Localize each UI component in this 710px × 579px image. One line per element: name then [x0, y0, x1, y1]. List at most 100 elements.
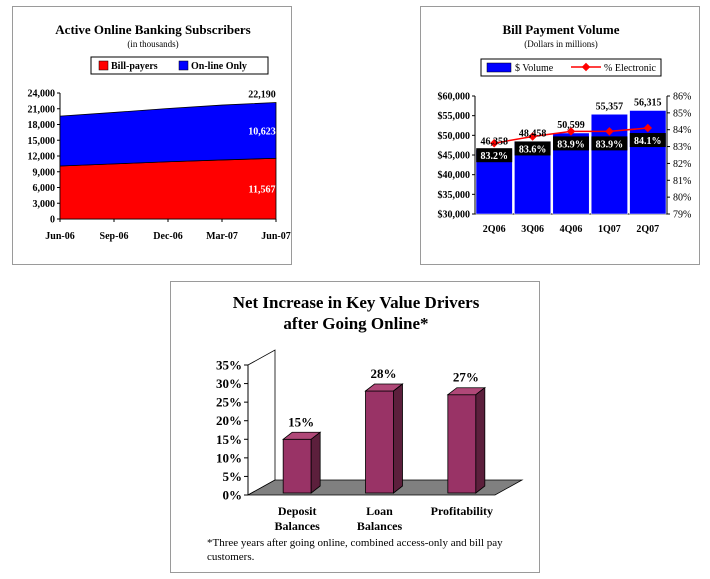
- electronic-value-label: 83.9%: [596, 139, 624, 150]
- driver-bar-side: [475, 386, 486, 494]
- legend-swatch-bill-payers: [98, 60, 109, 71]
- chart3-footnote-line1: *Three years after going online, combine…: [207, 537, 503, 549]
- chart1-x-tick-label: Jun-06: [45, 231, 74, 242]
- chart1-y-tick-label: 6,000: [33, 183, 56, 194]
- chart3-back-wall: [247, 349, 276, 480]
- electronic-value-label: 83.2%: [480, 151, 508, 162]
- area-online-only: [59, 102, 277, 167]
- chart1-subtitle: (in thousands): [127, 39, 178, 49]
- electronic-label-bg: [591, 136, 628, 151]
- chart3-y-tick-label: 20%: [216, 413, 242, 428]
- chart3-y-tick-label: 5%: [223, 469, 243, 484]
- chart3-y-tick-label: 25%: [216, 395, 242, 410]
- driver-bar-side: [310, 431, 321, 494]
- driver-bar-side: [393, 383, 403, 494]
- driver-value-label: 15%: [288, 414, 314, 429]
- chart2-subtitle: (Dollars in millions): [524, 39, 598, 49]
- subscribers-chart: Active Online Banking Subscribers (in th…: [28, 22, 291, 242]
- chart2-x-tick-label: 2Q07: [636, 224, 659, 235]
- chart1-y-tick-label: 9,000: [33, 167, 56, 178]
- chart2-left-tick-label: $45,000: [438, 151, 471, 162]
- chart1-x-tick-label: Sep-06: [100, 231, 129, 242]
- chart1-x-tick-label: Mar-07: [206, 231, 238, 242]
- chart1-x-tick-label: Jun-07: [261, 231, 290, 242]
- driver-bar: [282, 438, 312, 494]
- bill-payment-chart-panel: Bill Payment Volume (Dollars in millions…: [420, 6, 700, 265]
- legend-swatch-volume: [486, 62, 512, 73]
- chart3-title-line2: after Going Online*: [283, 314, 428, 333]
- legend-swatch-online-only: [178, 60, 189, 71]
- chart3-category-label: Deposit: [278, 504, 317, 518]
- chart2-left-tick-label: $40,000: [438, 170, 471, 181]
- chart2-right-tick-label: 80%: [673, 193, 691, 204]
- chart1-online-only-label: 10,623: [248, 126, 276, 137]
- chart2-right-tick-label: 86%: [673, 92, 691, 103]
- driver-bar: [365, 390, 394, 494]
- chart2-x-tick-label: 4Q06: [560, 224, 583, 235]
- electronic-label-bg: [514, 141, 551, 156]
- chart2-x-tick-label: 3Q06: [521, 224, 544, 235]
- volume-value-label: 46,358: [480, 137, 508, 148]
- chart3-y-tick-label: 35%: [216, 358, 242, 373]
- volume-value-label: 55,357: [596, 101, 624, 112]
- electronic-label-bg: [629, 133, 666, 148]
- chart2-right-tick-label: 82%: [673, 159, 691, 170]
- chart2-right-tick-label: 83%: [673, 142, 691, 153]
- electronic-point: [605, 127, 614, 136]
- chart3-y-tick-label: 15%: [216, 432, 242, 447]
- electronic-label-bg: [553, 136, 589, 151]
- chart2-left-tick-label: $35,000: [438, 190, 471, 201]
- chart1-y-tick-label: 15,000: [28, 136, 56, 147]
- electronic-point: [489, 138, 499, 148]
- chart1-y-tick-label: 21,000: [28, 104, 56, 115]
- chart3-category-label: Balances: [274, 519, 320, 533]
- volume-value-label: 48,458: [519, 128, 547, 139]
- value-drivers-chart-panel: Net Increase in Key Value Drivers after …: [170, 281, 540, 573]
- chart3-y-tick-label: 30%: [216, 376, 242, 391]
- chart3-category-label: Loan: [366, 504, 393, 518]
- chart1-total-label: 22,190: [248, 90, 276, 101]
- chart3-y-tick-label: 0%: [223, 488, 243, 503]
- electronic-point: [528, 132, 537, 141]
- bill-payment-chart: Bill Payment Volume (Dollars in millions…: [438, 22, 692, 235]
- volume-value-label: 56,315: [634, 97, 662, 108]
- driver-value-label: 28%: [371, 366, 397, 381]
- chart2-left-tick-label: $55,000: [438, 111, 471, 122]
- electronic-value-label: 83.9%: [557, 139, 585, 150]
- chart2-x-tick-label: 1Q07: [598, 224, 621, 235]
- electronic-point: [643, 123, 653, 133]
- chart1-y-tick-label: 0: [50, 215, 55, 226]
- legend-label-electronic: % Electronic: [604, 63, 656, 74]
- driver-bar: [447, 394, 477, 494]
- legend-label-volume: $ Volume: [515, 63, 554, 74]
- chart1-x-tick-label: Dec-06: [153, 231, 182, 242]
- chart1-y-tick-label: 12,000: [28, 152, 56, 163]
- chart2-left-tick-label: $30,000: [438, 210, 471, 221]
- chart2-right-tick-label: 85%: [673, 108, 691, 119]
- chart3-category-label: Balances: [357, 519, 403, 533]
- chart1-title: Active Online Banking Subscribers: [55, 22, 250, 37]
- driver-value-label: 27%: [453, 370, 479, 385]
- chart3-category-label: Profitability: [431, 504, 493, 518]
- value-drivers-chart: Net Increase in Key Value Drivers after …: [207, 293, 524, 563]
- electronic-value-label: 83.6%: [519, 144, 547, 155]
- chart1-bill-payers-label: 11,567: [249, 185, 276, 196]
- chart2-right-tick-label: 84%: [673, 125, 691, 136]
- electronic-value-label: 84.1%: [634, 136, 662, 147]
- electronic-label-bg: [476, 148, 513, 163]
- chart1-y-tick-label: 18,000: [28, 120, 56, 131]
- chart3-footnote-line2: customers.: [207, 551, 255, 563]
- chart2-title: Bill Payment Volume: [502, 22, 619, 37]
- legend-label-online-only: On-line Only: [191, 61, 247, 72]
- chart1-y-tick-label: 3,000: [33, 199, 56, 210]
- chart3-title-line1: Net Increase in Key Value Drivers: [233, 293, 480, 312]
- chart3-y-tick-label: 10%: [216, 450, 242, 465]
- volume-value-label: 50,599: [557, 120, 585, 131]
- chart2-right-tick-label: 81%: [673, 176, 691, 187]
- area-bill-payers: [59, 157, 277, 220]
- chart2-left-tick-label: $50,000: [438, 131, 471, 142]
- chart2-x-tick-label: 2Q06: [483, 224, 506, 235]
- chart1-y-tick-label: 24,000: [28, 89, 56, 100]
- chart2-left-tick-label: $60,000: [438, 92, 471, 103]
- chart2-right-tick-label: 79%: [673, 210, 691, 221]
